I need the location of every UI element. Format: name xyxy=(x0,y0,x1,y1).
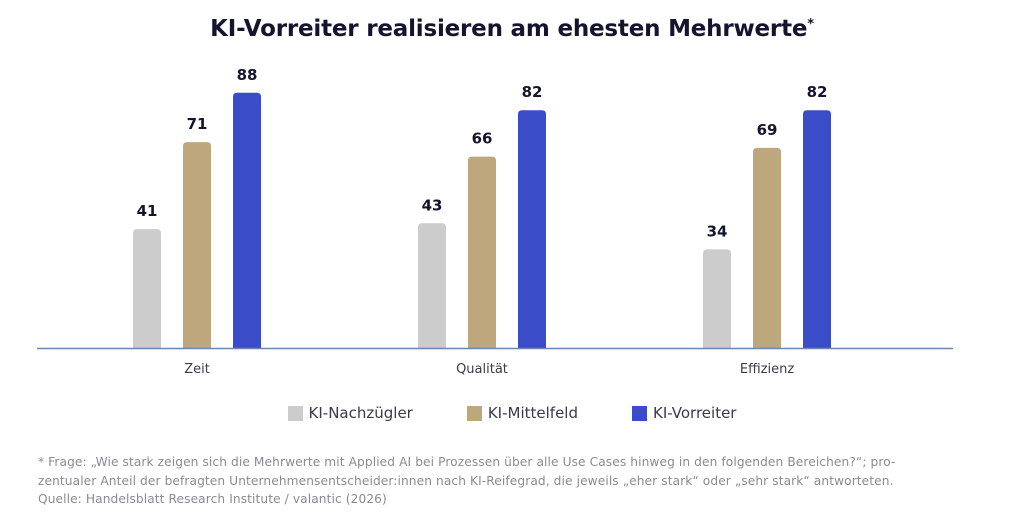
bar-effizienz-ki-mittelfeld xyxy=(753,147,781,348)
bar-zeit-ki-mittelfeld xyxy=(183,142,211,348)
x-tick-label-effizienz: Effizienz xyxy=(740,362,794,377)
bar-qualitat-ki-mittelfeld xyxy=(468,156,496,348)
bar-zeit-ki-vorreiter xyxy=(233,92,261,348)
legend-swatch-nachzuegler xyxy=(287,405,303,421)
data-label-effizienz-ki-mittelfeld: 69 xyxy=(757,121,778,139)
footnote-line-3: Quelle: Handelsblatt Research Institute … xyxy=(38,492,387,506)
footnote-line-2: zentualer Anteil der befragten Unternehm… xyxy=(38,473,894,488)
footnote: * Frage: „Wie stark zeigen sich die Mehr… xyxy=(38,453,998,509)
data-label-qualitat-ki-vorreiter: 82 xyxy=(522,83,543,101)
data-label-zeit-ki-nachzugler: 41 xyxy=(137,202,158,220)
legend-label-vorreiter: KI-Vorreiter xyxy=(652,404,737,422)
data-label-zeit-ki-mittelfeld: 71 xyxy=(187,115,208,133)
legend-item-nachzuegler: KI-Nachzügler xyxy=(287,404,413,422)
data-label-qualitat-ki-mittelfeld: 66 xyxy=(472,130,493,148)
footnote-line-1: * Frage: „Wie stark zeigen sich die Mehr… xyxy=(38,455,896,469)
bar-effizienz-ki-nachzugler xyxy=(703,249,731,348)
legend-label-mittelfeld: KI-Mittelfeld xyxy=(487,404,578,422)
title-footnote-marker: * xyxy=(807,17,814,32)
legend-item-mittelfeld: KI-Mittelfeld xyxy=(466,404,578,422)
bar-chart: 41 71 88 Zeit 43 66 82 Qualität 34 69 82 Effizienz xyxy=(37,66,953,377)
legend-item-vorreiter: KI-Vorreiter xyxy=(631,404,737,422)
legend: KI-Nachzügler KI-Mittelfeld KI-Vorreiter xyxy=(0,404,1024,422)
x-tick-label-qualitat: Qualität xyxy=(456,362,508,377)
legend-swatch-mittelfeld xyxy=(466,405,482,421)
data-label-effizienz-ki-nachzugler: 34 xyxy=(707,222,728,240)
data-label-qualitat-ki-nachzugler: 43 xyxy=(422,196,443,214)
data-label-effizienz-ki-vorreiter: 82 xyxy=(807,83,828,101)
legend-label-nachzuegler: KI-Nachzügler xyxy=(308,404,413,422)
bar-qualitat-ki-vorreiter xyxy=(518,110,546,348)
chart-title: KI-Vorreiter realisieren am ehesten Mehr… xyxy=(0,16,1024,42)
bar-qualitat-ki-nachzugler xyxy=(418,223,446,348)
x-tick-label-zeit: Zeit xyxy=(184,362,210,377)
legend-swatch-vorreiter xyxy=(631,405,647,421)
bar-zeit-ki-nachzugler xyxy=(133,229,161,348)
chart-title-text: KI-Vorreiter realisieren am ehesten Mehr… xyxy=(210,16,808,42)
bar-effizienz-ki-vorreiter xyxy=(803,110,831,348)
data-label-zeit-ki-vorreiter: 88 xyxy=(237,66,258,84)
